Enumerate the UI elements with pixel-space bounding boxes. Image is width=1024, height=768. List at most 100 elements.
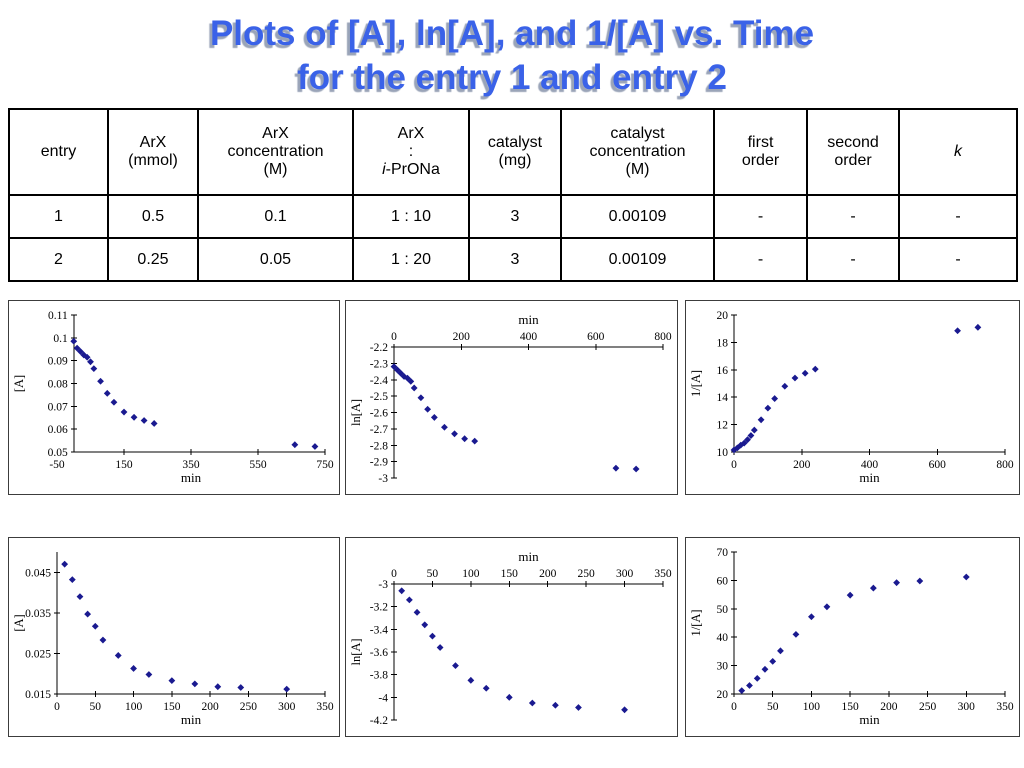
svg-text:200: 200 (880, 701, 898, 713)
svg-text:0.025: 0.025 (25, 648, 51, 660)
table-cell: 1 : 20 (352, 237, 470, 282)
col-header-arx-mmol: ArX (mmol) (107, 108, 199, 196)
table-cell: - (898, 194, 1018, 239)
svg-text:300: 300 (278, 701, 296, 713)
svg-text:350: 350 (996, 701, 1014, 713)
svg-text:0: 0 (391, 331, 397, 343)
svg-text:ln[A]: ln[A] (349, 399, 363, 426)
table-cell: - (806, 237, 900, 282)
table-cell: 0.5 (107, 194, 199, 239)
table-cell: 0.05 (197, 237, 354, 282)
svg-text:-3: -3 (378, 579, 388, 591)
svg-text:min: min (518, 312, 539, 327)
svg-text:150: 150 (501, 568, 519, 580)
svg-text:1/[A]: 1/[A] (689, 370, 703, 397)
table-cell: 0.25 (107, 237, 199, 282)
col-header-second-order: second order (806, 108, 900, 196)
title-line-2: for the entry 1 and entry 2 (297, 58, 727, 97)
svg-text:250: 250 (578, 568, 596, 580)
table-cell: 3 (468, 194, 562, 239)
svg-text:200: 200 (202, 701, 220, 713)
col-header-arx-iprona-ratio: ArX : i-PrONa (352, 108, 470, 196)
svg-text:100: 100 (125, 701, 143, 713)
svg-text:250: 250 (919, 701, 937, 713)
svg-text:-50: -50 (49, 459, 65, 471)
svg-text:-3.2: -3.2 (370, 602, 388, 614)
svg-text:-2.2: -2.2 (370, 342, 388, 354)
iprona-italic-i: i (382, 161, 386, 178)
table-cell: - (806, 194, 900, 239)
table-cell: 2 (8, 237, 109, 282)
svg-text:50: 50 (767, 701, 779, 713)
entry2_invA_vs_time-plot: 0 50 100 150 200 250 300 350 20 30 40 50 60 70 min 1/[A… (689, 547, 1014, 727)
col-header-entry: entry (8, 108, 109, 196)
svg-text:300: 300 (616, 568, 634, 580)
svg-text:-3.8: -3.8 (370, 670, 388, 682)
chart-entry2-invA-vs-time: 0 50 100 150 200 250 300 350 20 30 40 50 60 70 min 1/[A… (685, 537, 1020, 737)
svg-text:min: min (181, 470, 202, 485)
svg-text:350: 350 (654, 568, 672, 580)
svg-text:10: 10 (717, 447, 729, 459)
svg-text:0.015: 0.015 (25, 689, 51, 701)
svg-text:200: 200 (539, 568, 557, 580)
svg-text:-2.5: -2.5 (370, 391, 388, 403)
svg-text:300: 300 (958, 701, 976, 713)
svg-text:ln[A]: ln[A] (349, 638, 363, 665)
table-cell: 1 (8, 194, 109, 239)
table-cell: 1 : 10 (352, 194, 470, 239)
table-row: 1 0.5 0.1 1 : 10 3 0.00109- - - (8, 194, 1018, 239)
svg-text:0: 0 (731, 459, 737, 471)
svg-text:-2.9: -2.9 (370, 457, 388, 469)
svg-text:400: 400 (520, 331, 538, 343)
svg-text:-4: -4 (378, 692, 388, 704)
svg-text:16: 16 (717, 365, 729, 377)
svg-text:-2.8: -2.8 (370, 440, 388, 452)
col-header-arx-concentration: ArX concentration (M) (197, 108, 354, 196)
svg-text:50: 50 (717, 604, 729, 616)
table-body: 1 0.5 0.1 1 : 10 3 0.00109- - -2 0.25 0.05 1 : 20 3… (8, 194, 1018, 282)
svg-text:-3: -3 (378, 473, 388, 485)
svg-text:600: 600 (587, 331, 605, 343)
table-header-row: entry ArX (mmol) ArX concentration (M) A… (8, 108, 1018, 196)
svg-text:0.05: 0.05 (48, 447, 68, 459)
svg-text:350: 350 (182, 459, 200, 471)
svg-text:min: min (859, 712, 880, 727)
svg-text:-2.7: -2.7 (370, 424, 388, 436)
svg-text:600: 600 (929, 459, 947, 471)
svg-text:1/[A]: 1/[A] (689, 609, 703, 636)
col-header-catalyst-mg: catalyst (mg) (468, 108, 562, 196)
svg-text:[A]: [A] (12, 375, 26, 392)
ratio-header-line1: ArX (397, 125, 425, 142)
svg-text:0.07: 0.07 (48, 401, 68, 413)
table-cell: 3 (468, 237, 562, 282)
svg-text:0: 0 (731, 701, 737, 713)
svg-text:100: 100 (803, 701, 821, 713)
svg-text:150: 150 (115, 459, 133, 471)
svg-text:0.1: 0.1 (53, 333, 68, 345)
svg-text:0.09: 0.09 (48, 356, 68, 368)
table-cell: 0.00109 (560, 237, 715, 282)
svg-text:350: 350 (316, 701, 334, 713)
table-cell: - (713, 237, 808, 282)
chart-entry1-lnA-vs-time: 0 200 400 600 800 -2.2 -2.3 -2.4 -2.5 -2.6 -2.7 -2.… (345, 300, 678, 495)
slide-title: Plots of [A], ln[A], and 1/[A] vs. Time … (0, 12, 1024, 100)
chart-entry2-A-vs-time: 0 50 100 150 200 250 300 350 0.015 0.025 0.035 0.04… (8, 537, 340, 737)
svg-text:12: 12 (717, 420, 729, 432)
svg-text:750: 750 (316, 459, 334, 471)
svg-text:-3.4: -3.4 (370, 624, 388, 636)
svg-text:0: 0 (54, 701, 60, 713)
svg-text:250: 250 (240, 701, 258, 713)
svg-text:0: 0 (391, 568, 397, 580)
ratio-header-line2: : (408, 143, 414, 160)
svg-text:150: 150 (842, 701, 860, 713)
chart-entry2-lnA-vs-time: 0 50 100 150 200 250 300 350 -3 -3.2 -3.4 -3.6 -3.8 -… (345, 537, 678, 737)
table-row: 2 0.25 0.05 1 : 20 3 0.00109- - - (8, 237, 1018, 282)
svg-text:50: 50 (427, 568, 439, 580)
conditions-table: entry ArX (mmol) ArX concentration (M) A… (8, 108, 1018, 282)
title-line-1: Plots of [A], ln[A], and 1/[A] vs. Time (209, 14, 815, 53)
svg-text:-2.6: -2.6 (370, 408, 388, 420)
svg-text:800: 800 (654, 331, 672, 343)
svg-text:0.08: 0.08 (48, 379, 68, 391)
svg-text:400: 400 (861, 459, 879, 471)
